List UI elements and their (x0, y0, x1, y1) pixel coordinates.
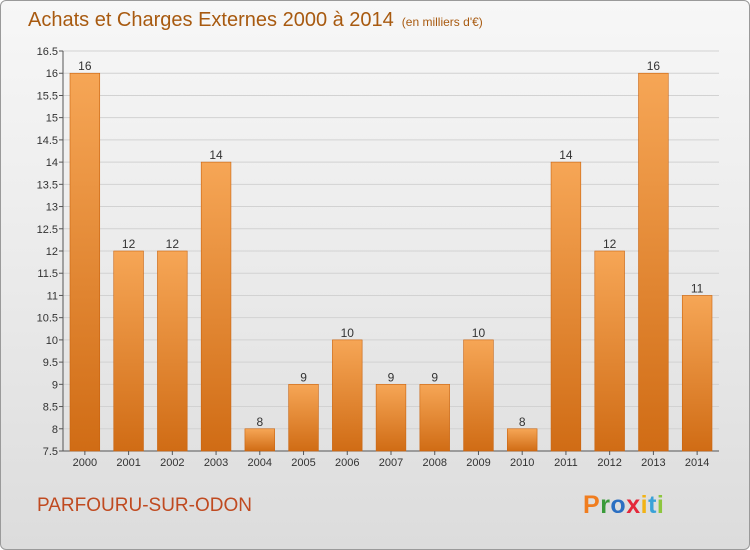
x-tick-label: 2010 (510, 457, 534, 469)
y-tick-label: 9 (52, 379, 58, 391)
data-label: 9 (388, 370, 395, 384)
bar-2004 (244, 428, 275, 452)
y-tick-label: 16 (46, 68, 58, 80)
y-tick-label: 12 (46, 246, 58, 258)
data-label: 12 (603, 237, 617, 251)
x-tick-label: 2004 (248, 457, 272, 469)
title-text: Achats et Charges Externes 2000 à 2014 (28, 9, 394, 31)
bar-2003 (200, 161, 232, 452)
chart-title: Achats et Charges Externes 2000 à 2014 (e… (28, 9, 483, 32)
y-tick-label: 15.5 (37, 90, 58, 102)
data-label: 10 (472, 326, 486, 340)
y-tick-label: 10.5 (37, 313, 58, 325)
brand-letter: t (648, 491, 657, 519)
brand-letter: P (583, 491, 601, 519)
y-tick-label: 14.5 (37, 135, 58, 147)
x-tick-label: 2012 (597, 457, 621, 469)
y-tick-label: 7.5 (43, 446, 58, 458)
bar-2008 (419, 384, 450, 452)
y-tick-label: 8.5 (43, 402, 58, 414)
data-label: 12 (166, 237, 180, 251)
brand-letter: i (656, 491, 665, 519)
y-tick-label: 12.5 (37, 224, 58, 236)
data-label: 9 (431, 370, 438, 384)
brand-letter: i (640, 491, 649, 519)
x-tick-label: 2006 (335, 457, 359, 469)
brand-logo: Proxiti (583, 491, 664, 520)
x-tick-label: 2007 (379, 457, 403, 469)
x-tick-label: 2005 (291, 457, 315, 469)
y-tick-label: 13.5 (37, 179, 58, 191)
brand-letter: o (610, 491, 627, 519)
x-tick-label: 2011 (554, 457, 578, 469)
bar-2013 (638, 72, 669, 452)
bar-2000 (69, 72, 101, 452)
bar-2001 (113, 250, 144, 452)
x-tick-label: 2009 (466, 457, 490, 469)
bar-2005 (288, 384, 319, 452)
bar-2014 (681, 295, 713, 452)
y-tick-label: 16.5 (37, 46, 58, 58)
x-tick-label: 2003 (204, 457, 228, 469)
bar-2007 (375, 384, 407, 452)
y-tick-label: 8 (52, 424, 58, 436)
place-name: PARFOURU-SUR-ODON (37, 495, 252, 516)
data-label: 16 (647, 59, 661, 73)
y-tick-label: 10 (46, 335, 58, 347)
x-tick-label: 2014 (685, 457, 709, 469)
bar-2006 (332, 339, 363, 452)
bar-2011 (550, 161, 582, 452)
unit-label: (en milliers d'€) (401, 15, 483, 29)
bar-2009 (463, 339, 494, 452)
data-label: 10 (341, 326, 355, 340)
y-tick-label: 11 (47, 290, 58, 302)
y-tick-label: 13 (46, 202, 58, 214)
x-tick-label: 2001 (116, 457, 140, 469)
x-tick-label: 2008 (422, 457, 446, 469)
y-tick-label: 14 (46, 157, 58, 169)
data-label: 14 (559, 148, 573, 162)
bar-2010 (507, 428, 538, 452)
bar-2002 (157, 250, 188, 452)
data-label: 8 (256, 415, 263, 429)
data-label: 11 (691, 281, 704, 295)
brand-letter: x (626, 491, 641, 519)
y-tick-label: 9.5 (43, 357, 58, 369)
brand-letter: r (600, 491, 611, 519)
data-label: 12 (122, 237, 136, 251)
y-tick-label: 15 (46, 113, 58, 125)
bar-2012 (594, 250, 625, 452)
x-tick-label: 2013 (641, 457, 665, 469)
data-label: 14 (209, 148, 223, 162)
data-label: 9 (300, 370, 307, 384)
x-tick-label: 2002 (160, 457, 184, 469)
data-label: 8 (519, 415, 526, 429)
y-tick-label: 11.5 (37, 268, 58, 280)
data-label: 16 (78, 59, 92, 73)
x-tick-label: 2000 (73, 457, 97, 469)
